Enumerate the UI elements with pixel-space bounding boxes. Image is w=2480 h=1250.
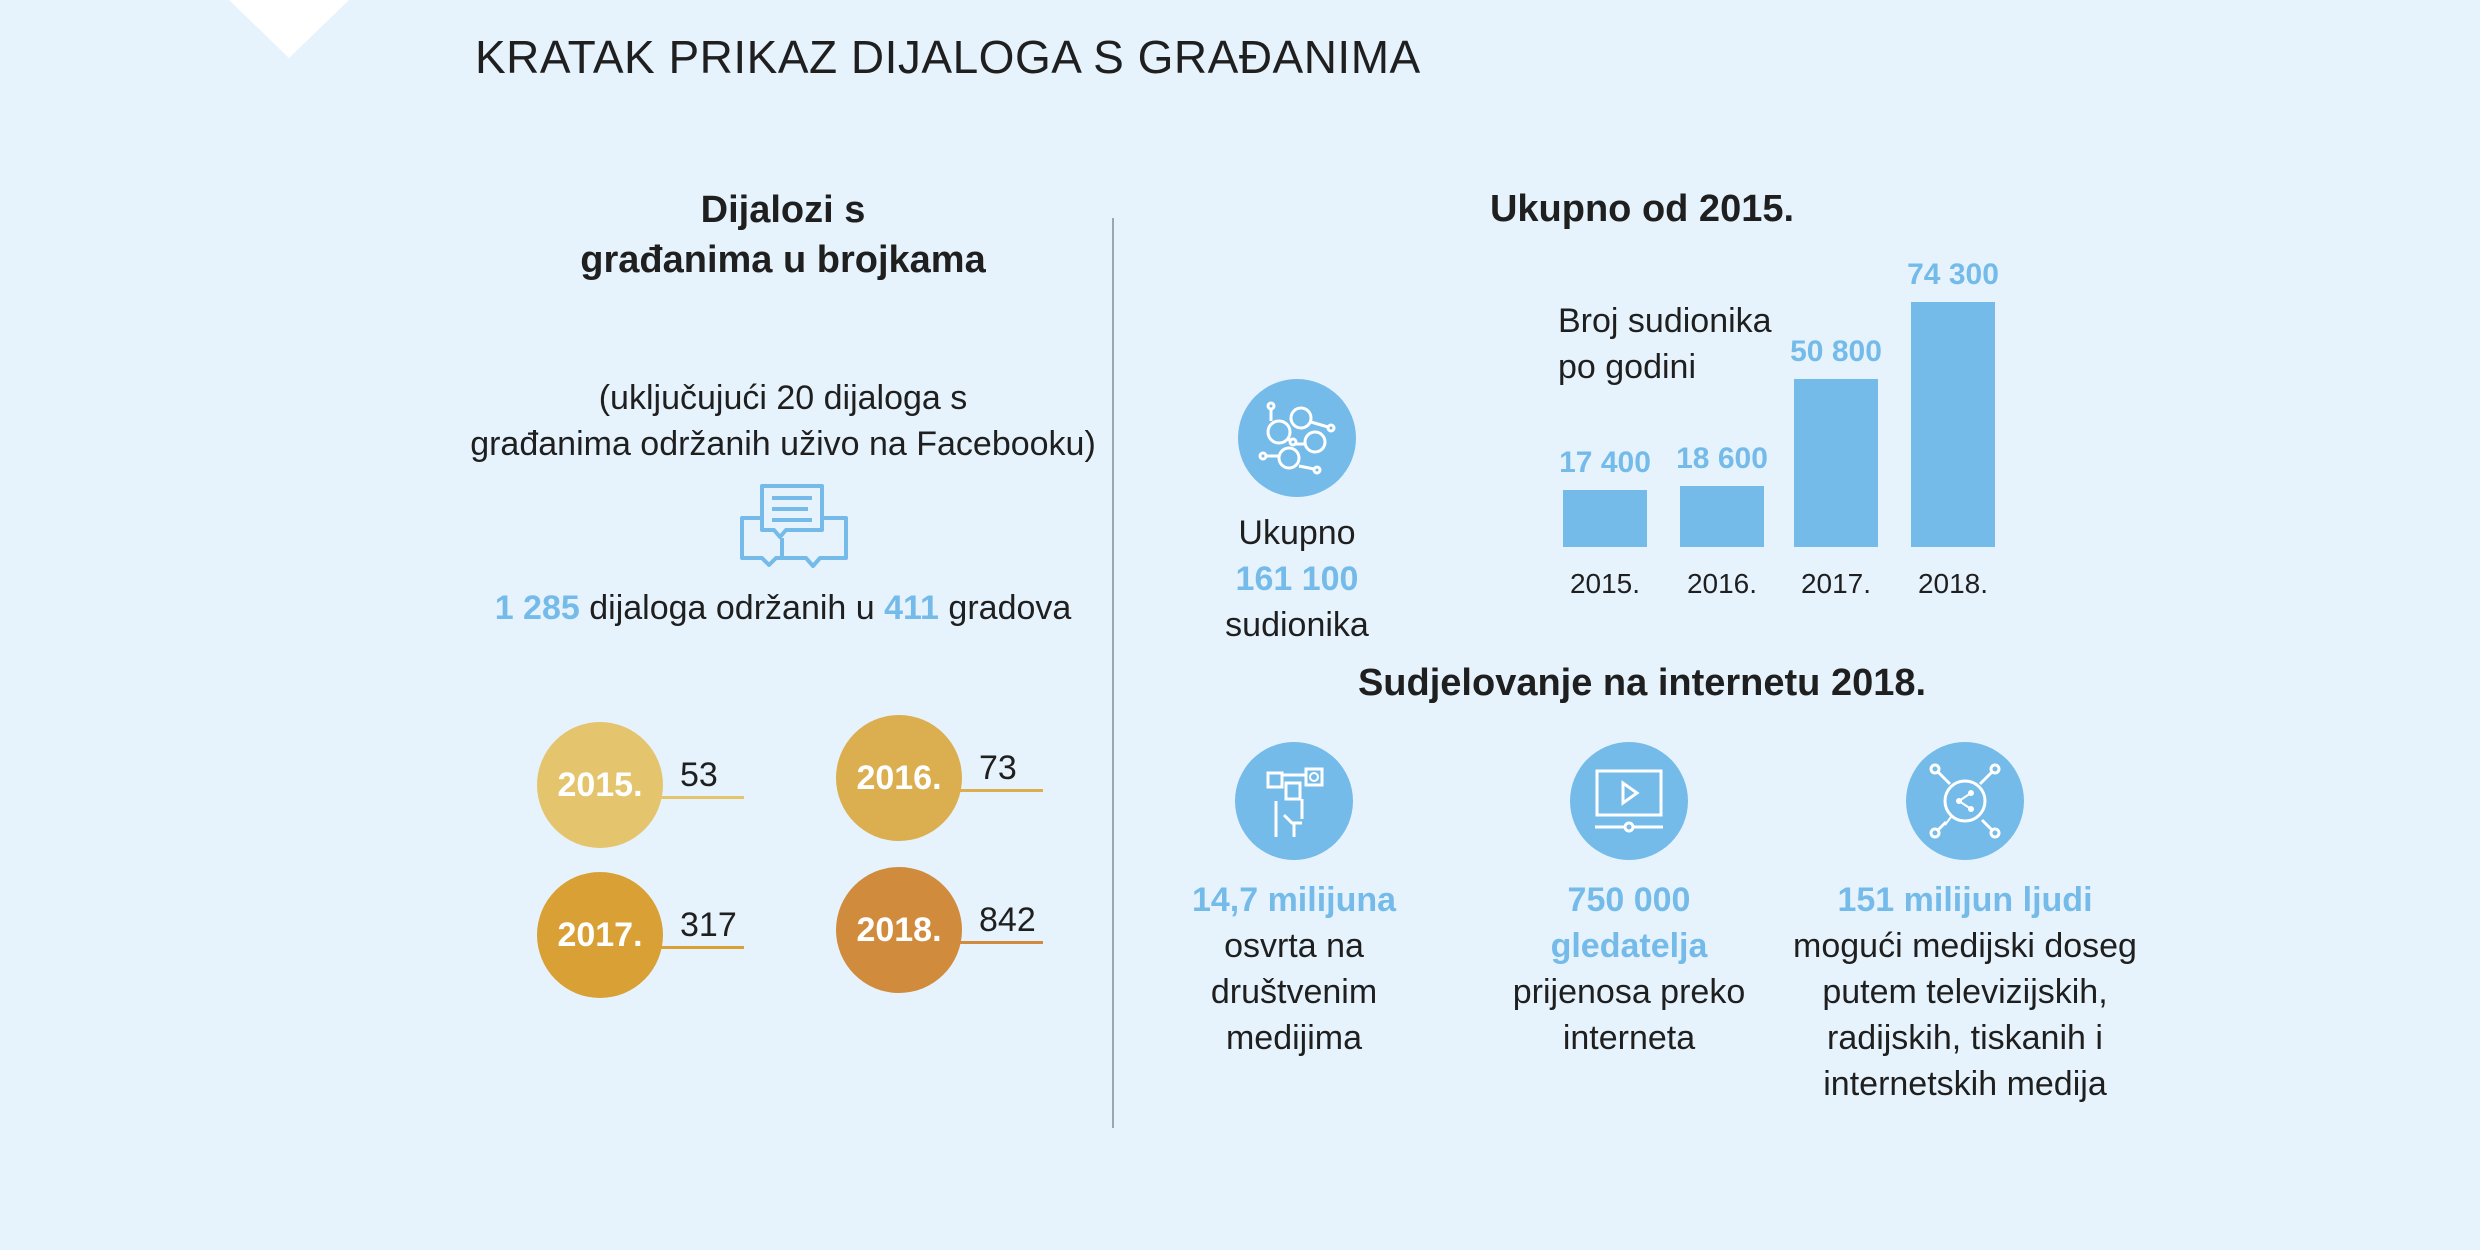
dialogue-count: 1 285	[494, 589, 580, 627]
year-circle: 2016.	[836, 715, 962, 841]
chat-bubbles-icon	[738, 482, 850, 583]
online-stat: 151 milijun ljudi mogući medijski doseg pu…	[1793, 877, 2137, 1107]
stat-text: radijskih, tiskanih i	[1827, 1019, 2103, 1057]
chart-title-line1: Broj sudionika	[1558, 302, 1772, 340]
stat-text: internetskih medija	[1823, 1065, 2107, 1103]
year-label: 2017.	[557, 915, 643, 954]
total-participants: Ukupno 161 100 sudionika	[1225, 510, 1369, 648]
year-count: 842	[979, 901, 1036, 939]
bar-category-label: 2016.	[1686, 568, 1758, 599]
bar-category-label: 2018.	[1917, 568, 1989, 599]
left-heading-line2: građanima u brojkama	[580, 239, 986, 281]
stat-highlight: 750 000	[1567, 881, 1691, 919]
left-note: (uključujući 20 dijaloga s građanima odr…	[470, 375, 1096, 467]
stat-text: medijima	[1225, 1019, 1363, 1057]
bar-2016	[1680, 485, 1764, 547]
year-underline	[657, 946, 744, 949]
stat-highlight: gledatelja	[1550, 927, 1708, 965]
online-heading: Sudjelovanje na internetu 2018.	[1357, 662, 1927, 704]
bar-value-label: 17 400	[1559, 445, 1651, 479]
bar-2017	[1794, 379, 1878, 547]
right-heading: Ukupno od 2015.	[1489, 188, 1795, 230]
year-underline	[956, 941, 1043, 944]
total-unit: sudionika	[1225, 606, 1369, 644]
left-heading: Dijalozi s građanima u brojkama	[580, 185, 985, 285]
left-heading-line1: Dijalozi s	[700, 189, 866, 231]
page-title: KRATAK PRIKAZ DIJALOGA S GRAĐANIMA	[475, 31, 1421, 83]
chart-title: Broj sudionika po godini	[1558, 298, 1772, 390]
bar-category-label: 2017.	[1800, 568, 1872, 599]
bar-2018	[1911, 302, 1995, 547]
stat-text: prijenosa preko	[1512, 973, 1746, 1011]
year-count: 73	[979, 749, 1017, 787]
bar-category-label: 2015.	[1569, 568, 1641, 599]
decorative-triangle	[229, 0, 349, 58]
year-circle: 2015.	[537, 722, 663, 848]
year-underline	[657, 796, 744, 799]
year-count: 53	[680, 756, 718, 794]
year-underline	[956, 789, 1043, 792]
bar-value-label: 74 300	[1907, 258, 1999, 291]
stat-highlight: 14,7 milijuna	[1191, 881, 1397, 919]
total-value: 161 100	[1235, 560, 1359, 598]
note-line2: građanima održanih uživo na Facebooku)	[470, 425, 1096, 463]
year-circle: 2018.	[836, 867, 962, 993]
dialogue-summary: 1 285 dijaloga održanih u 411 gradova	[495, 585, 1072, 631]
city-count: 411	[884, 589, 939, 627]
summary-text: dijaloga održanih u	[579, 589, 885, 627]
chart-title-line2: po godini	[1558, 348, 1697, 386]
stat-text: osvrta na	[1224, 927, 1364, 965]
year-label: 2015.	[557, 765, 643, 804]
year-label: 2018.	[856, 910, 942, 949]
online-stat: 14,7 milijuna osvrta na društvenim medijima	[1192, 877, 1396, 1061]
stat-text: društvenim	[1210, 973, 1378, 1011]
stat-text: interneta	[1562, 1019, 1696, 1057]
total-label: Ukupno	[1238, 514, 1356, 552]
bar-value-label: 18 600	[1676, 441, 1768, 475]
stat-text: mogući medijski doseg	[1793, 927, 2137, 965]
stat-text: putem televizijskih,	[1822, 973, 2108, 1011]
network-people-icon	[1238, 379, 1356, 497]
stat-highlight: 151 milijun ljudi	[1837, 881, 2093, 919]
year-label: 2016.	[856, 758, 942, 797]
social-media-hand-icon	[1235, 742, 1353, 860]
online-stat: 750 000 gledatelja prijenosa preko internet…	[1513, 877, 1745, 1061]
bar-value-label: 50 800	[1790, 335, 1882, 369]
summary-text: gradova	[938, 589, 1072, 627]
video-player-icon	[1570, 742, 1688, 860]
note-line1: (uključujući 20 dijaloga s	[598, 379, 968, 417]
share-bubble-icon	[1906, 742, 2024, 860]
year-count: 317	[680, 906, 737, 944]
divider	[1112, 218, 1114, 1128]
year-circle: 2017.	[537, 872, 663, 998]
bar-2015	[1563, 489, 1647, 547]
